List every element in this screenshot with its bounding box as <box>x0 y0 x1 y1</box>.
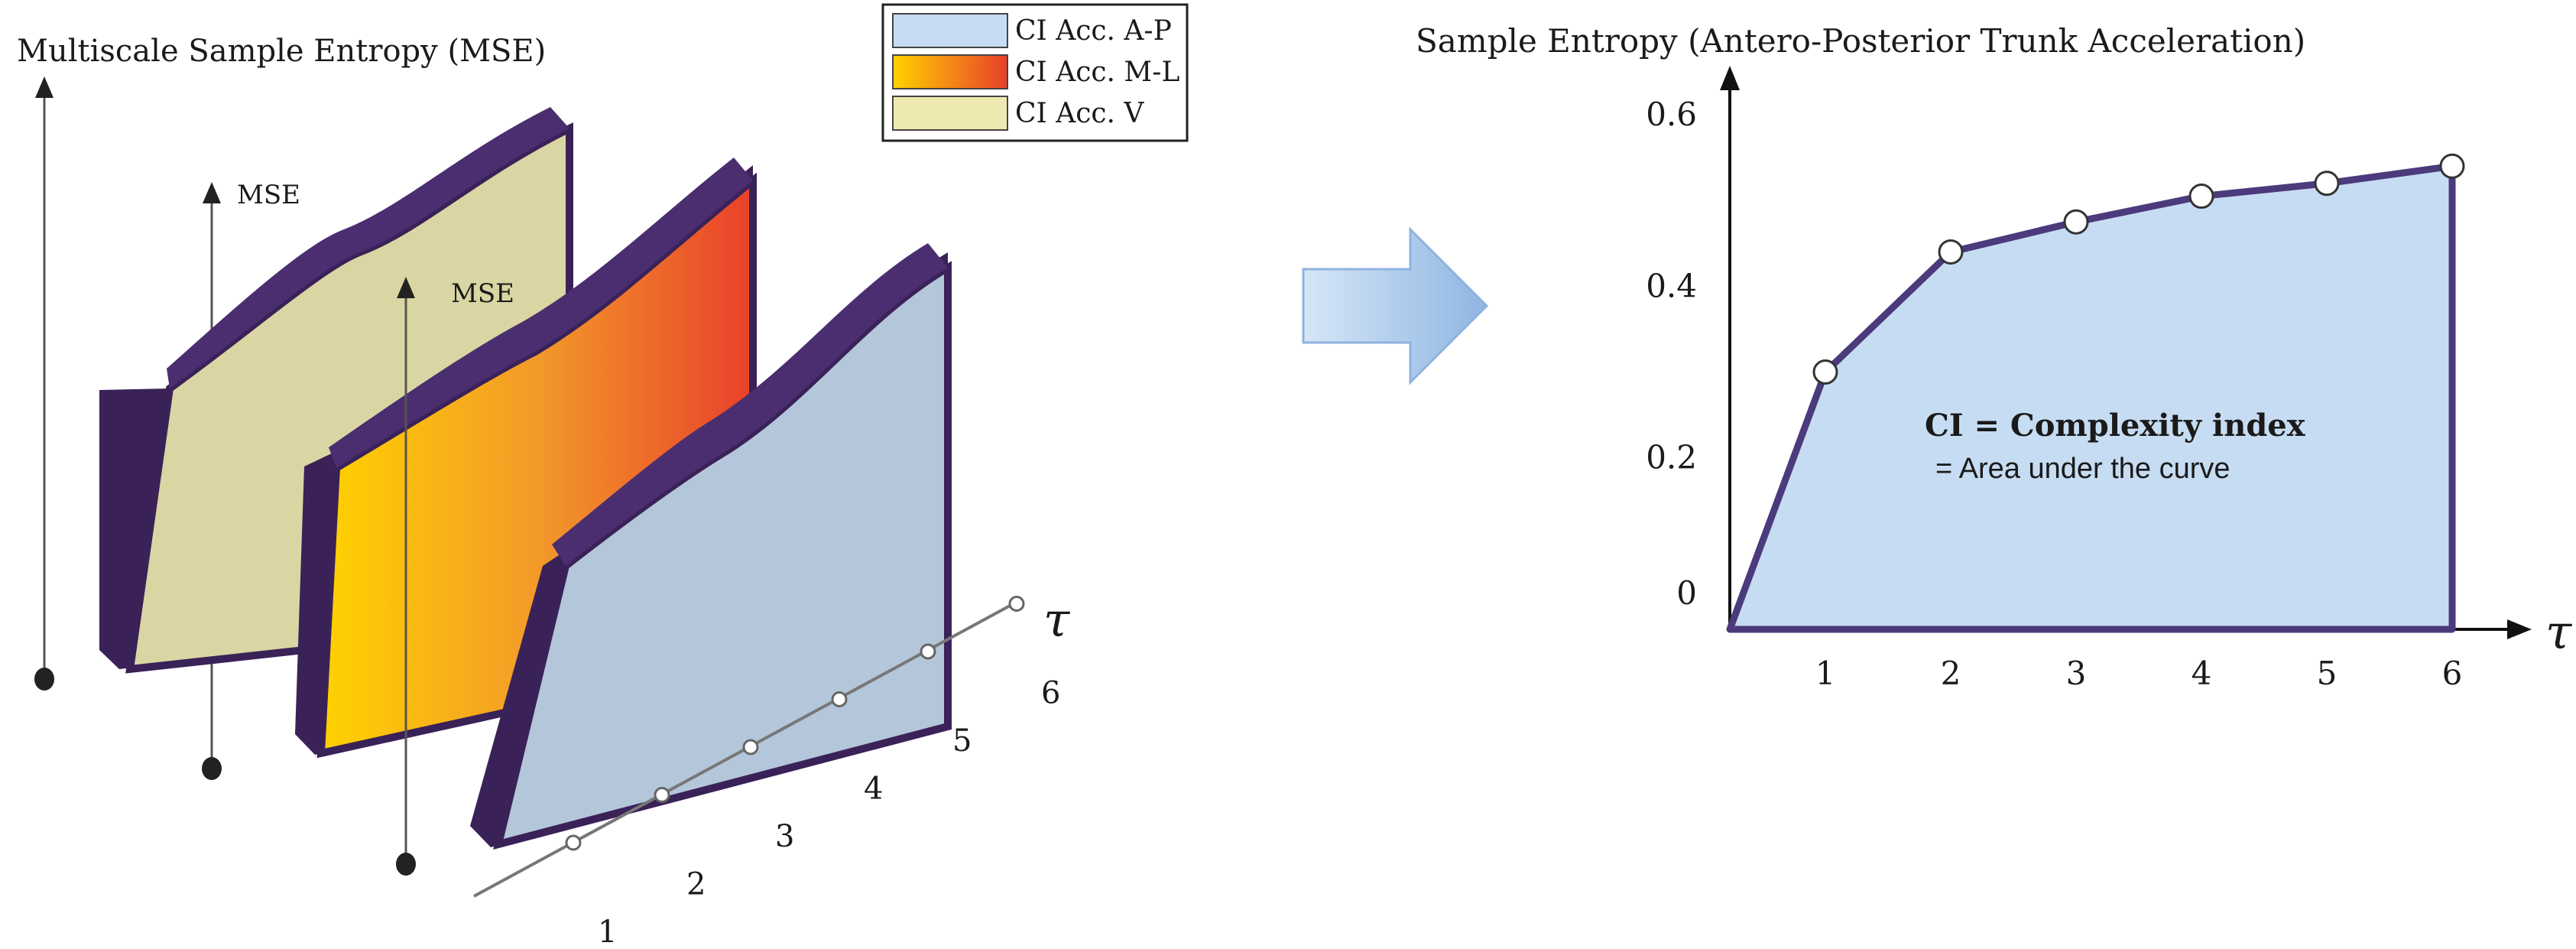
data-point-2 <box>1938 239 1964 265</box>
tau-tick-marker-4 <box>831 691 848 707</box>
legend-item-v: CI Acc. V <box>892 96 1144 131</box>
annotation-text: = Area under the curve <box>1935 453 2230 485</box>
data-point-4 <box>2188 184 2214 210</box>
tau-tick-label-3: 3 <box>775 819 794 854</box>
legend-label-ap: CI Acc. A-P <box>1015 15 1172 47</box>
x-tick-label-5: 5 <box>2317 655 2338 692</box>
tau-tick-marker-3 <box>742 739 759 756</box>
legend-swatch-ap <box>892 13 1008 48</box>
x-tick-label-1: 1 <box>1815 655 1836 692</box>
left-title: Multiscale Sample Entropy (MSE) <box>17 34 546 69</box>
legend-label-ml: CI Acc. M-L <box>1015 57 1179 88</box>
y-tick-label-0.2: 0.2 <box>1646 439 1697 476</box>
legend-swatch-ml <box>892 54 1008 89</box>
legend-label-v: CI Acc. V <box>1015 98 1144 129</box>
mse-axis-label-2: MSE <box>451 278 514 309</box>
tau-tick-marker-6 <box>1008 596 1025 612</box>
tau-tick-label-2: 2 <box>686 867 706 902</box>
y-tick-label-0.6: 0.6 <box>1646 96 1697 133</box>
x-tick-label-6: 6 <box>2442 655 2463 692</box>
tau-tick-label-1: 1 <box>598 915 617 949</box>
legend-swatch-v <box>892 96 1008 131</box>
x-tick-label-4: 4 <box>2192 655 2212 692</box>
mse-axis-3: MSE <box>396 277 514 876</box>
mse-axis-1 <box>34 76 54 691</box>
data-point-6 <box>2439 153 2465 179</box>
tau-tick-label-4: 4 <box>864 772 883 807</box>
data-point-1 <box>1812 359 1838 385</box>
legend-item-ml: CI Acc. M-L <box>892 54 1179 89</box>
x-axis-arrowhead <box>2507 619 2532 639</box>
data-point-5 <box>2314 171 2340 197</box>
x-axis-label: τ <box>2545 604 2573 660</box>
tau-tick-marks: 1 2 3 4 5 6 <box>565 596 1060 949</box>
right-arrow-icon <box>1302 226 1489 385</box>
mse-axis-2: MSE <box>202 180 300 780</box>
chart-title: Sample Entropy (Antero-Posterior Trunk A… <box>1416 22 2305 60</box>
mse-axis-label-1: MSE <box>237 180 300 210</box>
area-under-curve <box>1726 162 2456 633</box>
y-tick-label-0.4: 0.4 <box>1646 267 1697 304</box>
x-tick-label-2: 2 <box>1941 655 1961 692</box>
tau-tick-marker-5 <box>920 643 936 660</box>
legend-item-ap: CI Acc. A-P <box>892 13 1172 48</box>
left-panel: Multiscale Sample Entropy (MSE) MSE <box>17 34 1071 949</box>
tau-tick-label-5: 5 <box>952 723 972 759</box>
right-panel: Sample Entropy (Antero-Posterior Trunk A… <box>1416 22 2573 692</box>
legend: CI Acc. A-P CI Acc. M-L CI Acc. V <box>881 3 1189 142</box>
y-axis-arrowhead <box>1720 66 1740 90</box>
data-point-3 <box>2063 209 2089 235</box>
x-tick-label-3: 3 <box>2066 655 2087 692</box>
tau-tick-marker-1 <box>565 834 582 851</box>
tau-tick-label-6: 6 <box>1041 676 1060 711</box>
panel-ap <box>470 243 952 850</box>
y-tick-label-0: 0 <box>1676 574 1697 612</box>
chart-layer: 1 2 3 4 5 6 0 0.2 0.4 0.6 <box>1646 96 2465 692</box>
annotation-title: CI = Complexity index <box>1925 408 2306 444</box>
tau-tick-marker-2 <box>654 787 670 803</box>
tau-symbol-left: τ <box>1043 592 1071 648</box>
